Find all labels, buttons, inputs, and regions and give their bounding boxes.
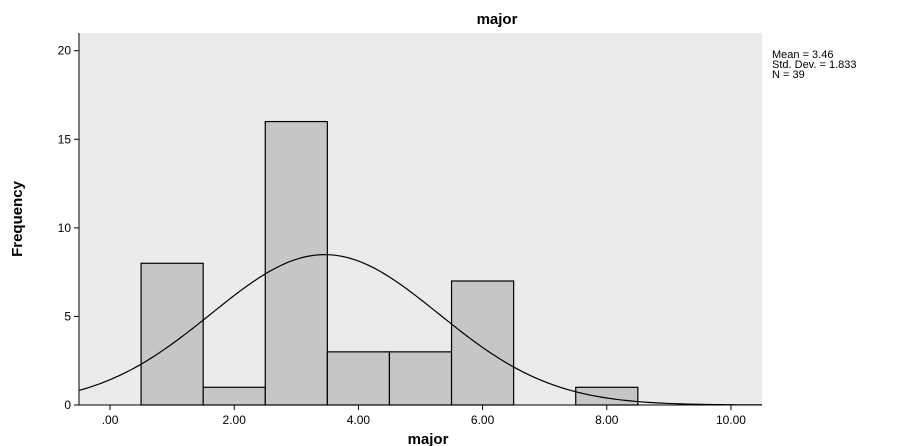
histogram-bar (452, 281, 514, 405)
y-tick-label: 15 (58, 132, 72, 146)
y-tick-label: 5 (64, 309, 71, 323)
x-tick-label: 8.00 (595, 413, 619, 427)
histogram-bar (141, 263, 203, 405)
x-tick-label: 4.00 (347, 413, 371, 427)
x-ticks-group: .00 2.00 4.00 6.00 8.00 10.00 (102, 405, 747, 427)
x-tick-label: .00 (102, 413, 119, 427)
x-tick-label: 2.00 (223, 413, 247, 427)
histogram-bar (265, 122, 327, 405)
y-tick-label: 0 (64, 398, 71, 412)
histogram-bar (327, 352, 389, 405)
y-axis-title: Frequency (9, 180, 26, 257)
histogram-bar (576, 387, 638, 405)
chart-title: major (477, 11, 518, 28)
x-tick-label: 6.00 (471, 413, 495, 427)
histogram-bar (389, 352, 451, 405)
y-tick-label: 10 (58, 221, 72, 235)
y-ticks-group: 0 5 10 15 20 (58, 44, 79, 412)
histogram-bar (203, 387, 265, 405)
x-tick-label: 10.00 (716, 413, 746, 427)
x-axis-title: major (408, 431, 449, 446)
stats-line: N = 39 (772, 69, 805, 81)
y-tick-label: 20 (58, 44, 72, 58)
